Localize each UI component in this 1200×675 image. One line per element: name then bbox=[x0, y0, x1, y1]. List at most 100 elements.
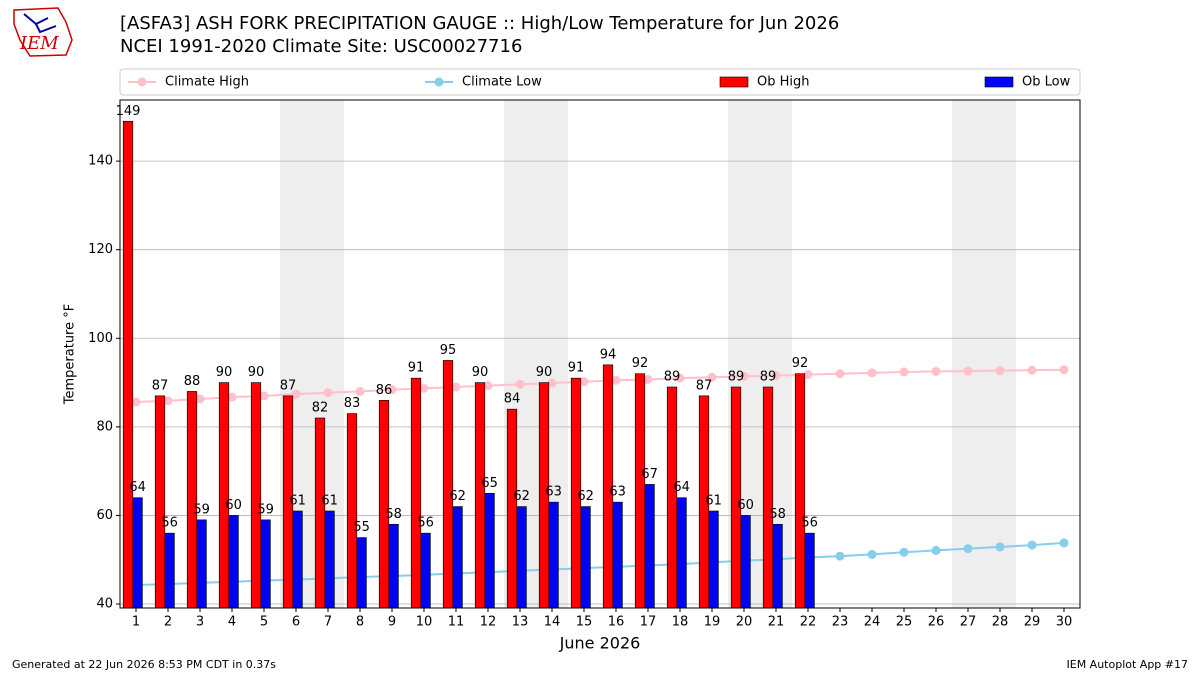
chart-title: [ASFA3] ASH FORK PRECIPITATION GAUGE :: … bbox=[120, 13, 839, 34]
footer-right: IEM Autoplot App #17 bbox=[1067, 658, 1189, 671]
bar bbox=[228, 515, 239, 609]
x-tick-label: 5 bbox=[260, 615, 268, 630]
x-tick-label: 25 bbox=[896, 615, 913, 630]
legend-box bbox=[119, 68, 1081, 96]
climate-point bbox=[611, 375, 621, 385]
climate-point bbox=[867, 549, 877, 559]
x-tick-label: 16 bbox=[608, 615, 625, 630]
climate-point bbox=[131, 397, 141, 407]
legend-label: Ob Low bbox=[1022, 75, 1071, 90]
legend-marker bbox=[434, 77, 444, 87]
climate-point bbox=[483, 381, 493, 391]
climate-point bbox=[419, 383, 429, 393]
x-tick-label: 13 bbox=[512, 615, 529, 630]
y-tick-label: 40 bbox=[96, 597, 113, 612]
x-axis-label: June 2026 bbox=[559, 634, 641, 653]
bar bbox=[324, 510, 335, 609]
climate-point bbox=[835, 551, 845, 561]
bar bbox=[666, 386, 678, 609]
data-label: 91 bbox=[408, 361, 425, 376]
data-label: 90 bbox=[536, 365, 553, 380]
y-tick-label: 60 bbox=[96, 508, 113, 523]
x-tick-label: 22 bbox=[800, 615, 817, 630]
data-label: 87 bbox=[280, 378, 297, 393]
x-tick-label: 28 bbox=[992, 615, 1009, 630]
x-tick-label: 15 bbox=[576, 615, 593, 630]
y-tick-label: 100 bbox=[88, 331, 113, 346]
climate-point bbox=[579, 377, 589, 387]
bar bbox=[356, 537, 367, 609]
bar bbox=[484, 492, 495, 609]
climate-point bbox=[899, 367, 909, 377]
climate-point bbox=[1027, 540, 1037, 550]
data-label: 82 bbox=[312, 400, 329, 415]
climate-point bbox=[739, 371, 749, 381]
bar bbox=[506, 408, 518, 609]
data-label: 56 bbox=[417, 516, 434, 531]
legend-label: Climate High bbox=[165, 75, 249, 90]
x-tick-label: 8 bbox=[356, 615, 364, 630]
climate-point bbox=[867, 368, 877, 378]
data-label: 58 bbox=[769, 507, 786, 522]
x-tick-label: 2 bbox=[164, 615, 172, 630]
bar bbox=[740, 515, 751, 609]
chart-subtitle: NCEI 1991-2020 Climate Site: USC00027716 bbox=[120, 36, 522, 57]
x-tick-label: 19 bbox=[704, 615, 721, 630]
data-label: 62 bbox=[577, 489, 594, 504]
data-label: 62 bbox=[449, 489, 466, 504]
climate-point bbox=[707, 372, 717, 382]
climate-point bbox=[451, 382, 461, 392]
climate-point bbox=[323, 388, 333, 398]
x-tick-label: 3 bbox=[196, 615, 204, 630]
bar bbox=[132, 497, 143, 609]
data-label: 61 bbox=[289, 494, 306, 509]
climate-point bbox=[835, 369, 845, 379]
bar bbox=[196, 519, 207, 609]
x-tick-label: 12 bbox=[480, 615, 497, 630]
climate-point bbox=[259, 391, 269, 401]
data-label: 95 bbox=[440, 343, 457, 358]
data-label: 90 bbox=[472, 365, 489, 380]
climate-point bbox=[291, 389, 301, 399]
climate-point bbox=[931, 545, 941, 555]
climate-line bbox=[135, 541, 1065, 586]
y-tick-label: 80 bbox=[96, 419, 113, 434]
data-label: 92 bbox=[632, 356, 649, 371]
x-tick-label: 18 bbox=[672, 615, 689, 630]
climate-point bbox=[771, 370, 781, 380]
data-label: 87 bbox=[696, 378, 713, 393]
climate-point bbox=[515, 379, 525, 389]
legend-swatch bbox=[984, 76, 1014, 88]
data-label: 61 bbox=[705, 494, 722, 509]
weekend-shade bbox=[952, 100, 1016, 608]
data-label: 59 bbox=[193, 502, 210, 517]
logo-outline bbox=[13, 7, 73, 57]
data-label: 90 bbox=[216, 365, 233, 380]
climate-point bbox=[163, 396, 173, 406]
bar bbox=[772, 523, 783, 609]
x-tick-label: 9 bbox=[388, 615, 396, 630]
x-tick-label: 30 bbox=[1056, 615, 1073, 630]
climate-point bbox=[227, 392, 237, 402]
x-tick-label: 6 bbox=[292, 615, 300, 630]
x-tick-label: 7 bbox=[324, 615, 332, 630]
x-tick-label: 20 bbox=[736, 615, 753, 630]
data-label: 60 bbox=[225, 498, 242, 513]
bar bbox=[164, 532, 175, 609]
climate-point bbox=[643, 374, 653, 384]
data-label: 60 bbox=[737, 498, 754, 513]
bar bbox=[410, 377, 422, 609]
x-tick-label: 29 bbox=[1024, 615, 1041, 630]
climate-line bbox=[135, 368, 1065, 404]
climate-point bbox=[195, 394, 205, 404]
x-tick-label: 26 bbox=[928, 615, 945, 630]
data-label: 149 bbox=[116, 104, 141, 119]
bar bbox=[442, 360, 454, 609]
bar bbox=[580, 506, 591, 609]
data-label: 87 bbox=[152, 378, 169, 393]
y-tick-label: 120 bbox=[88, 242, 113, 257]
bar bbox=[154, 395, 166, 609]
climate-point bbox=[963, 366, 973, 376]
data-label: 89 bbox=[760, 369, 777, 384]
